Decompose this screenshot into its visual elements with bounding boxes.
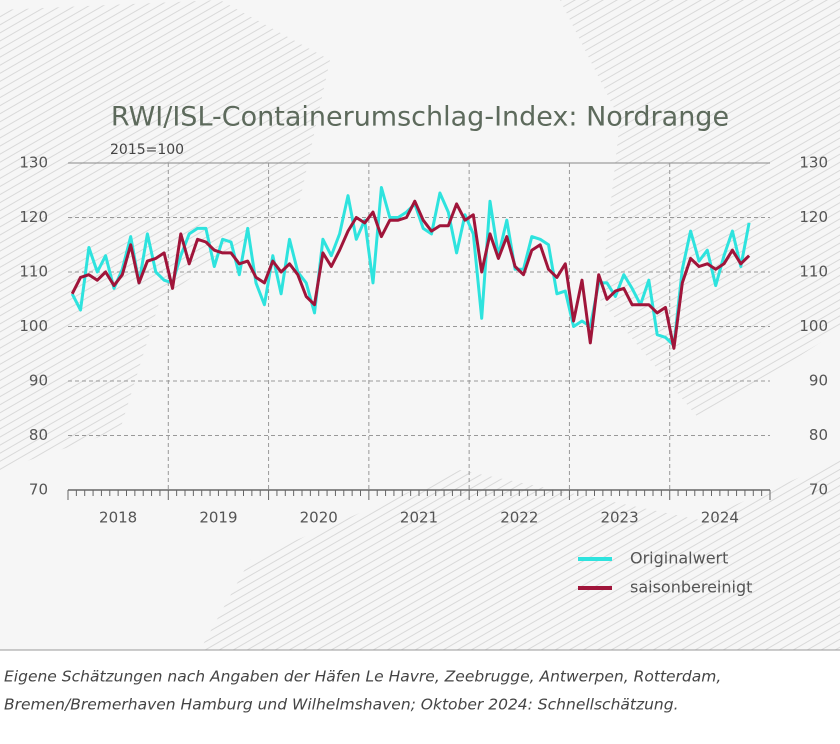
y-tick-label: 100 [19, 317, 48, 335]
y-tick-label: 120 [19, 208, 48, 226]
footnote: Eigene Schätzungen nach Angaben der Häfe… [4, 668, 721, 686]
x-tick-label: 2022 [500, 509, 538, 527]
y2-tick-label: 130 [799, 154, 828, 172]
x-tick-label: 2024 [701, 509, 739, 527]
x-tick-label: 2023 [600, 509, 638, 527]
y2-tick-label: 110 [799, 263, 828, 281]
y-tick-label: 80 [29, 426, 48, 444]
series-line [70, 199, 751, 350]
y-tick-label: 130 [19, 154, 48, 172]
legend-label: Originalwert [630, 549, 728, 568]
footnote: Bremen/Bremerhaven Hamburg und Wilhelmsh… [4, 696, 679, 714]
y-tick-label: 110 [19, 263, 48, 281]
y-tick-label: 70 [29, 481, 48, 499]
y2-tick-label: 80 [809, 426, 828, 444]
y2-tick-label: 70 [809, 481, 828, 499]
chart-title: RWI/ISL-Containerumschlag-Index: Nordran… [111, 102, 729, 133]
x-tick-label: 2020 [300, 509, 338, 527]
legend-label: saisonbereinigt [630, 578, 752, 597]
x-tick-label: 2019 [199, 509, 237, 527]
y2-tick-label: 120 [799, 208, 828, 226]
y2-tick-label: 100 [799, 317, 828, 335]
chart-subtitle: 2015=100 [110, 142, 184, 158]
y2-tick-label: 90 [809, 372, 828, 390]
y-tick-label: 90 [29, 372, 48, 390]
x-tick-label: 2018 [99, 509, 137, 527]
x-tick-label: 2021 [400, 509, 438, 527]
